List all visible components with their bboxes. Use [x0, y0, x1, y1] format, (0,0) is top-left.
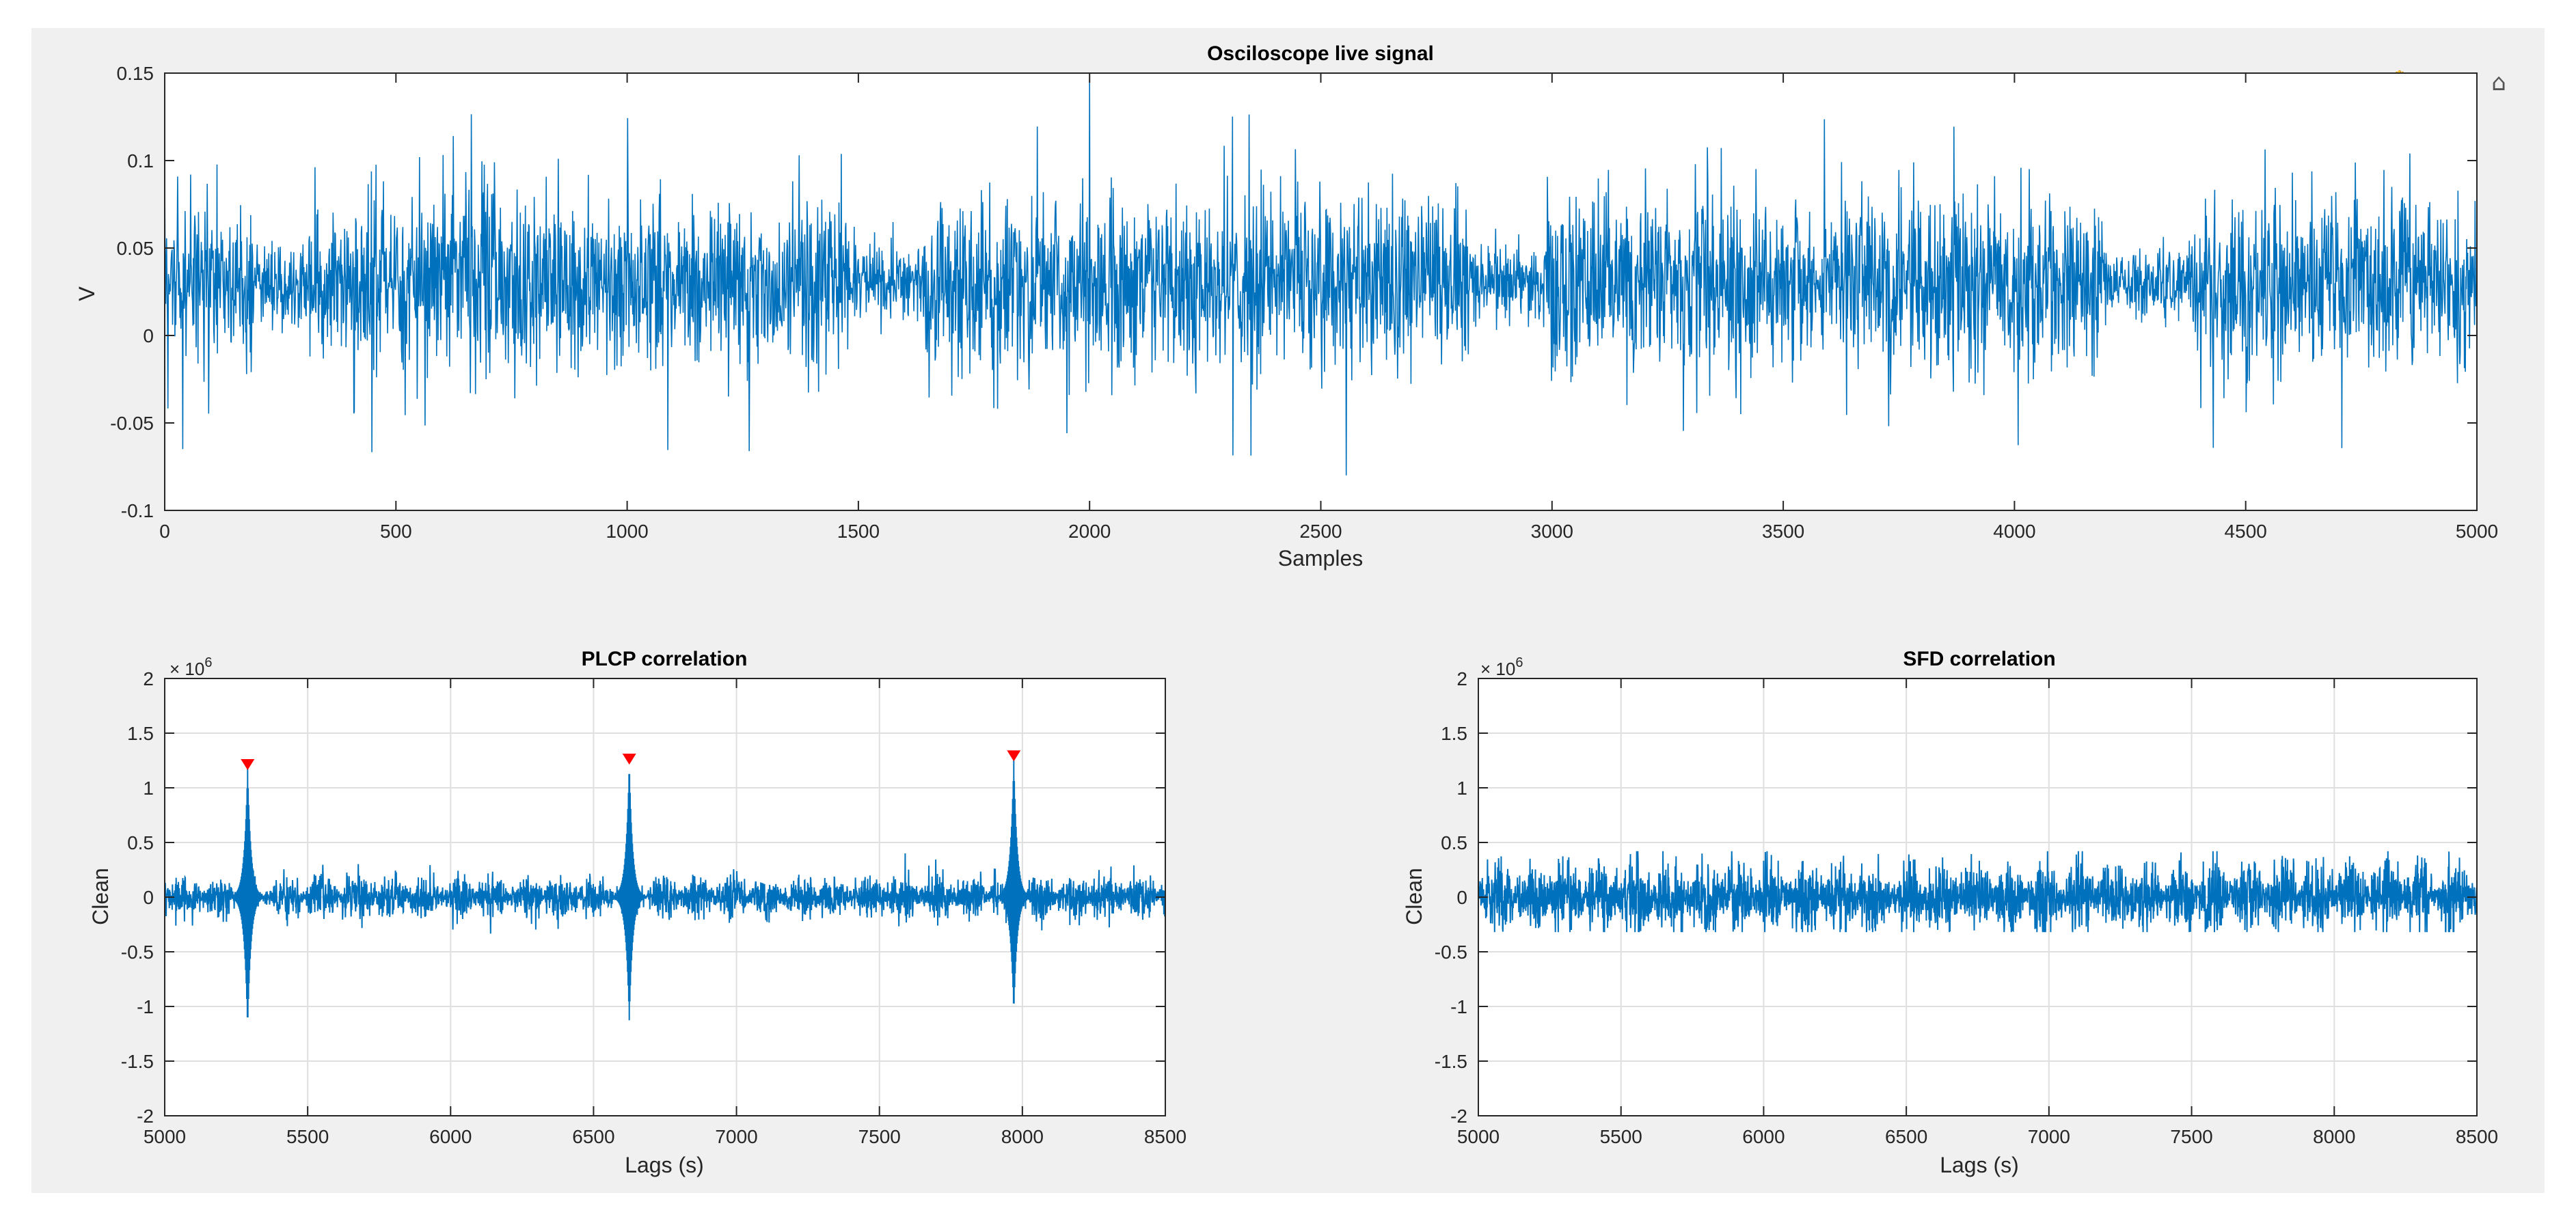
oscilloscope-axes: 0 500 1000 1500 2000 2500 3000 3500 4000 4500 5000… [74, 42, 2498, 571]
plcp-ytick-label: 0 [143, 887, 154, 908]
plcp-xtick-label: 7500 [858, 1126, 901, 1147]
plcp-xtick-label: 5500 [286, 1126, 329, 1147]
oscilloscope-ytick-label: -0.05 [110, 413, 154, 434]
oscilloscope-xtick-label: 3000 [1531, 521, 1573, 542]
sfd-ytick-label: -1.5 [1435, 1051, 1467, 1072]
plcp-ytick-label: -0.5 [121, 942, 154, 963]
plcp-ytick-label: 1.5 [127, 723, 154, 744]
oscilloscope-ytick-label: 0 [143, 325, 154, 346]
oscilloscope-title: Osciloscope live signal [1207, 42, 1434, 65]
plcp-title: PLCP correlation [582, 648, 748, 670]
sfd-ytick-label: 0.5 [1441, 832, 1467, 853]
oscilloscope-ytick-label: 0.05 [117, 238, 154, 259]
sfd-xtick-label: 8000 [2313, 1126, 2355, 1147]
plcp-xlabel: Lags (s) [625, 1153, 704, 1177]
plcp-ytick-label: -1.5 [121, 1051, 154, 1072]
sfd-ytick-label: -2 [1450, 1106, 1467, 1127]
oscilloscope-signal-line [164, 78, 2478, 476]
home-icon[interactable]: ⌂ [2491, 69, 2506, 96]
oscilloscope-xtick-label: 4000 [1993, 521, 2035, 542]
sfd-ytick-label: 1.5 [1441, 723, 1467, 744]
oscilloscope-ytick-label: -0.1 [121, 500, 154, 521]
oscilloscope-xtick-label: 0 [159, 521, 170, 542]
plcp-xtick-label: 6000 [429, 1126, 472, 1147]
oscilloscope-ytick-label: 0.1 [127, 150, 154, 172]
sfd-axes: 5000 5500 6000 6500 7000 7500 8000 8500 -2 -1.5 -1… [1402, 648, 2498, 1177]
sfd-ylabel: Clean [1402, 868, 1426, 925]
plcp-xtick-label: 6500 [572, 1126, 614, 1147]
oscilloscope-xtick-label: 4500 [2225, 521, 2267, 542]
sfd-signal-line [1478, 851, 2478, 933]
oscilloscope-ylabel: V [74, 286, 99, 301]
oscilloscope-xtick-label: 2500 [1299, 521, 1342, 542]
sfd-xtick-label: 6500 [1885, 1126, 1927, 1147]
sfd-xtick-label: 5000 [1457, 1126, 1500, 1147]
oscilloscope-ytick-label: 0.15 [117, 63, 154, 84]
plcp-ytick-label: 1 [143, 778, 154, 799]
oscilloscope-xtick-label: 500 [380, 521, 412, 542]
oscilloscope-xtick-label: 1000 [606, 521, 648, 542]
plcp-ytick-label: -2 [137, 1106, 154, 1127]
sfd-xtick-label: 5500 [1600, 1126, 1642, 1147]
sfd-ytick-label: -1 [1450, 996, 1467, 1017]
oscilloscope-xtick-label: 1500 [837, 521, 880, 542]
oscilloscope-xtick-label: 2000 [1068, 521, 1111, 542]
plcp-xtick-label: 5000 [144, 1126, 186, 1147]
plcp-ytick-label: 2 [143, 668, 154, 689]
sfd-xtick-label: 7000 [2028, 1126, 2070, 1147]
plcp-xtick-label: 8000 [1001, 1126, 1044, 1147]
sfd-title: SFD correlation [1903, 648, 2055, 670]
sfd-xtick-label: 6000 [1742, 1126, 1785, 1147]
oscilloscope-xlabel: Samples [1278, 546, 1364, 571]
oscilloscope-xtick-label: 3500 [1762, 521, 1804, 542]
plcp-peak-marker-3 [1007, 750, 1021, 762]
sfd-ytick-label: 1 [1456, 778, 1467, 799]
plcp-ytick-label: -1 [137, 996, 154, 1017]
plcp-signal-line [164, 760, 1166, 1021]
plcp-xtick-label: 8500 [1144, 1126, 1187, 1147]
plcp-peak-marker-1 [241, 759, 255, 770]
sfd-xtick-label: 8500 [2456, 1126, 2498, 1147]
plcp-ytick-label: 0.5 [127, 832, 154, 853]
plcp-axes: 5000 5500 6000 6500 7000 7500 8000 8500 -2 -1.5 -1… [88, 648, 1187, 1177]
sfd-xlabel: Lags (s) [1940, 1153, 2019, 1177]
plcp-ylabel: Clean [88, 868, 113, 925]
sfd-exponent: × 106 [1480, 655, 1523, 679]
sfd-ytick-label: -0.5 [1435, 942, 1467, 963]
sfd-ytick-label: 2 [1456, 668, 1467, 689]
oscilloscope-xtick-label: 5000 [2456, 521, 2498, 542]
sfd-ytick-label: 0 [1456, 887, 1467, 908]
sfd-xtick-label: 7500 [2170, 1126, 2212, 1147]
plcp-peak-marker-2 [622, 754, 636, 765]
plcp-xtick-label: 7000 [715, 1126, 757, 1147]
plcp-exponent: × 106 [170, 655, 212, 679]
